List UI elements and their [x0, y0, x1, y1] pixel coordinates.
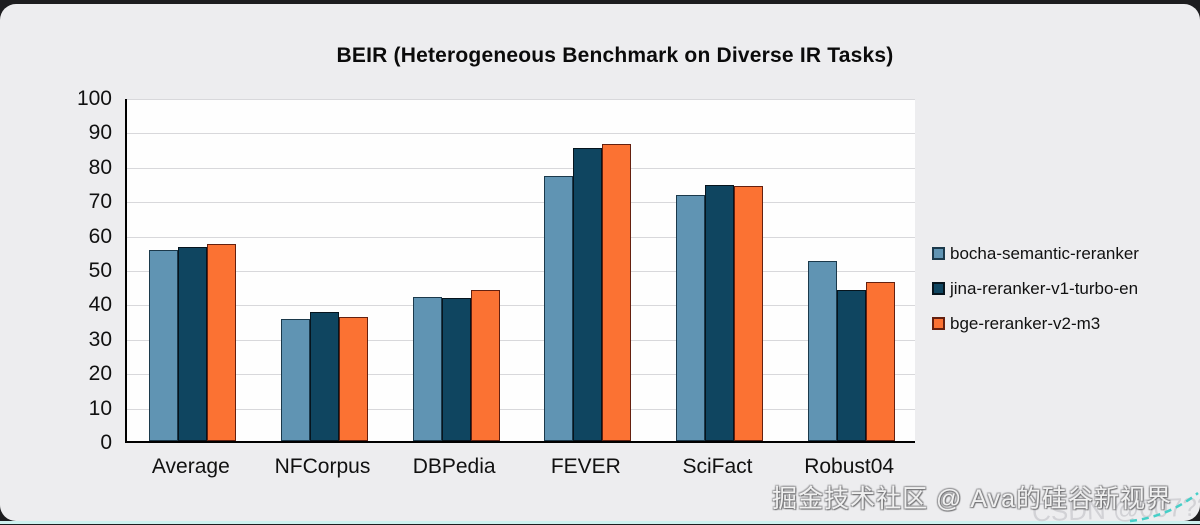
y-tick-label-40: 40	[88, 293, 112, 317]
gridline-y-70	[127, 202, 915, 204]
gridline-y-40	[127, 305, 915, 307]
legend-item-jina-reranker-v1-turbo-en: jina-reranker-v1-turbo-en	[932, 278, 1139, 299]
bar-bge-reranker-v2-m3-FEVER	[602, 143, 632, 441]
x-category-label-SciFact: SciFact	[682, 455, 753, 478]
plot-area	[125, 99, 915, 443]
bar-bge-reranker-v2-m3-SciFact	[734, 186, 763, 441]
legend-swatch-icon	[932, 247, 945, 260]
bar-bocha-semantic-reranker-NFCorpus	[281, 318, 310, 441]
x-category-label-FEVER: FEVER	[550, 455, 621, 478]
gridline-y-80	[127, 167, 915, 169]
legend-item-bocha-semantic-reranker: bocha-semantic-reranker	[932, 243, 1139, 264]
y-tick-label-50: 50	[88, 259, 112, 282]
corner-dash-arc-icon	[1129, 492, 1199, 523]
bar-jina-reranker-v1-turbo-en-FEVER	[573, 147, 603, 441]
gridline-y-100	[127, 99, 915, 100]
y-tick-label-80: 80	[88, 155, 112, 179]
bar-bocha-semantic-reranker-Average	[149, 250, 179, 441]
bar-bge-reranker-v2-m3-Robust04	[865, 281, 895, 441]
bar-bge-reranker-v2-m3-DBPedia	[470, 289, 500, 441]
dash-arc-path	[1129, 492, 1199, 523]
legend-swatch-icon	[932, 317, 945, 330]
bar-bocha-semantic-reranker-SciFact	[676, 195, 705, 441]
bar-bocha-semantic-reranker-FEVER	[544, 176, 574, 441]
bar-bocha-semantic-reranker-Robust04	[807, 261, 837, 441]
gridline-y-20	[127, 374, 915, 376]
bar-bge-reranker-v2-m3-Average	[207, 243, 237, 441]
y-tick-label-60: 60	[88, 224, 112, 248]
y-tick-label-90: 90	[88, 121, 112, 145]
x-category-label-NFCorpus: NFCorpus	[274, 455, 371, 478]
y-tick-label-10: 10	[88, 396, 112, 420]
y-tick-label-30: 30	[88, 327, 112, 351]
gridline-y-50	[127, 271, 915, 272]
bar-jina-reranker-v1-turbo-en-Robust04	[836, 289, 866, 441]
legend-swatch-icon	[932, 282, 945, 295]
y-tick-label-0: 0	[100, 431, 112, 454]
bar-bge-reranker-v2-m3-NFCorpus	[339, 317, 368, 441]
bar-jina-reranker-v1-turbo-en-SciFact	[705, 184, 734, 441]
legend: bocha-semantic-reranker jina-reranker-v1-…	[932, 243, 1139, 348]
x-category-label-Average: Average	[151, 455, 230, 478]
y-tick-label-70: 70	[88, 190, 112, 214]
chart-title: BEIR (Heterogeneous Benchmark on Diverse…	[336, 44, 894, 67]
gridline-y-90	[127, 133, 915, 135]
bar-bocha-semantic-reranker-DBPedia	[412, 296, 442, 441]
gridline-y-60	[127, 236, 915, 238]
bottom-accent-line	[0, 521, 1200, 524]
gridline-y-30	[127, 339, 915, 341]
bar-jina-reranker-v1-turbo-en-Average	[178, 246, 208, 441]
chart-card: BEIR (Heterogeneous Benchmark on Diverse…	[0, 4, 1200, 525]
legend-label: bge-reranker-v2-m3	[950, 313, 1101, 333]
bar-jina-reranker-v1-turbo-en-DBPedia	[441, 298, 471, 441]
legend-label: jina-reranker-v1-turbo-en	[950, 278, 1139, 298]
legend-item-bge-reranker-v2-m3: bge-reranker-v2-m3	[932, 313, 1139, 334]
watermark-community: 掘金技术社区 @ Ava的硅谷新视界	[772, 485, 1172, 513]
x-category-label-DBPedia: DBPedia	[412, 455, 496, 478]
legend-label: bocha-semantic-reranker	[950, 243, 1139, 263]
y-tick-label-100: 100	[76, 87, 112, 110]
bar-jina-reranker-v1-turbo-en-NFCorpus	[310, 312, 339, 441]
x-category-label-Robust04: Robust04	[804, 455, 895, 478]
y-tick-label-20: 20	[88, 362, 112, 386]
gridline-y-10	[127, 408, 915, 410]
